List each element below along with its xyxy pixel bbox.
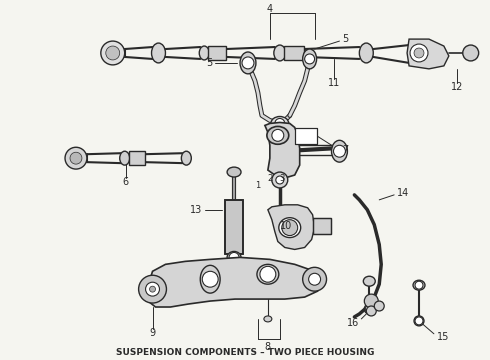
Ellipse shape [240, 52, 256, 74]
Ellipse shape [120, 151, 130, 165]
Bar [208, 46, 226, 60]
Circle shape [275, 118, 285, 129]
Circle shape [106, 46, 120, 60]
Ellipse shape [363, 276, 375, 286]
Ellipse shape [359, 43, 373, 63]
Circle shape [146, 282, 159, 296]
Polygon shape [265, 122, 300, 178]
Ellipse shape [227, 251, 241, 264]
Ellipse shape [267, 126, 289, 144]
Circle shape [366, 305, 373, 313]
Text: 4: 4 [267, 4, 273, 14]
Circle shape [309, 273, 320, 285]
Circle shape [260, 266, 276, 282]
Text: 13: 13 [190, 205, 202, 215]
Text: 15: 15 [437, 332, 449, 342]
Bar [225, 200, 243, 255]
Text: 10: 10 [279, 221, 292, 231]
Ellipse shape [365, 304, 374, 314]
Ellipse shape [413, 280, 425, 290]
Ellipse shape [200, 265, 220, 293]
Text: 16: 16 [347, 318, 359, 328]
Text: 14: 14 [397, 188, 409, 198]
Polygon shape [268, 205, 315, 249]
Bar [129, 151, 145, 165]
Text: 11: 11 [328, 78, 341, 88]
Text: 3: 3 [279, 174, 285, 183]
Circle shape [374, 301, 384, 311]
Circle shape [65, 147, 87, 169]
Circle shape [365, 294, 378, 308]
Ellipse shape [227, 167, 241, 177]
Circle shape [415, 281, 423, 289]
Circle shape [367, 306, 376, 316]
Circle shape [242, 57, 254, 69]
Circle shape [303, 267, 326, 291]
Circle shape [334, 145, 345, 157]
Text: 2: 2 [267, 174, 272, 183]
Text: 12: 12 [451, 82, 463, 92]
Text: 9: 9 [149, 328, 156, 338]
Circle shape [272, 172, 288, 188]
Circle shape [202, 271, 218, 287]
Text: 8: 8 [265, 342, 271, 352]
Ellipse shape [264, 316, 272, 322]
Ellipse shape [199, 46, 209, 60]
Circle shape [70, 152, 82, 164]
Text: 7: 7 [343, 145, 349, 155]
Circle shape [229, 252, 239, 262]
Bar [284, 46, 304, 60]
Ellipse shape [332, 140, 347, 162]
Circle shape [282, 220, 298, 235]
Polygon shape [146, 257, 319, 307]
Ellipse shape [414, 316, 424, 326]
Text: 6: 6 [122, 177, 129, 187]
Ellipse shape [279, 218, 301, 238]
Circle shape [272, 129, 284, 141]
Text: SUSPENSION COMPONENTS – TWO PIECE HOUSING: SUSPENSION COMPONENTS – TWO PIECE HOUSIN… [116, 348, 374, 357]
Circle shape [101, 41, 124, 65]
Text: 5: 5 [343, 34, 349, 44]
Circle shape [149, 286, 155, 292]
Ellipse shape [181, 151, 191, 165]
Circle shape [414, 48, 424, 58]
Circle shape [305, 54, 315, 64]
Bar [294, 129, 317, 144]
Text: 1: 1 [255, 181, 261, 190]
Circle shape [276, 176, 284, 184]
Ellipse shape [271, 117, 289, 130]
Ellipse shape [257, 264, 279, 284]
Circle shape [139, 275, 167, 303]
Bar [313, 218, 331, 234]
Bar [225, 200, 243, 255]
Ellipse shape [303, 49, 317, 69]
Ellipse shape [151, 43, 166, 63]
Circle shape [415, 317, 423, 325]
Polygon shape [407, 39, 449, 69]
Bar [294, 129, 317, 144]
Circle shape [410, 44, 428, 62]
Ellipse shape [274, 45, 286, 61]
Circle shape [463, 45, 479, 61]
Text: 5: 5 [206, 58, 212, 68]
Bar [313, 218, 331, 234]
